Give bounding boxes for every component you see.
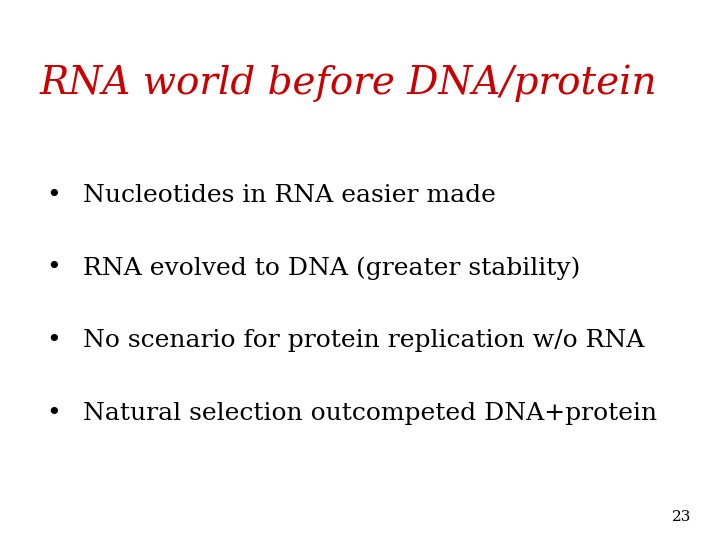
Text: •: • bbox=[47, 329, 61, 353]
Text: No scenario for protein replication w/o RNA: No scenario for protein replication w/o … bbox=[83, 329, 644, 353]
Text: RNA world before DNA/protein: RNA world before DNA/protein bbox=[40, 65, 657, 102]
Text: •: • bbox=[47, 402, 61, 426]
Text: 23: 23 bbox=[672, 510, 691, 524]
Text: Nucleotides in RNA easier made: Nucleotides in RNA easier made bbox=[83, 184, 495, 207]
Text: •: • bbox=[47, 256, 61, 280]
Text: RNA evolved to DNA (greater stability): RNA evolved to DNA (greater stability) bbox=[83, 256, 580, 280]
Text: •: • bbox=[47, 184, 61, 207]
Text: Natural selection outcompeted DNA+protein: Natural selection outcompeted DNA+protei… bbox=[83, 402, 657, 426]
